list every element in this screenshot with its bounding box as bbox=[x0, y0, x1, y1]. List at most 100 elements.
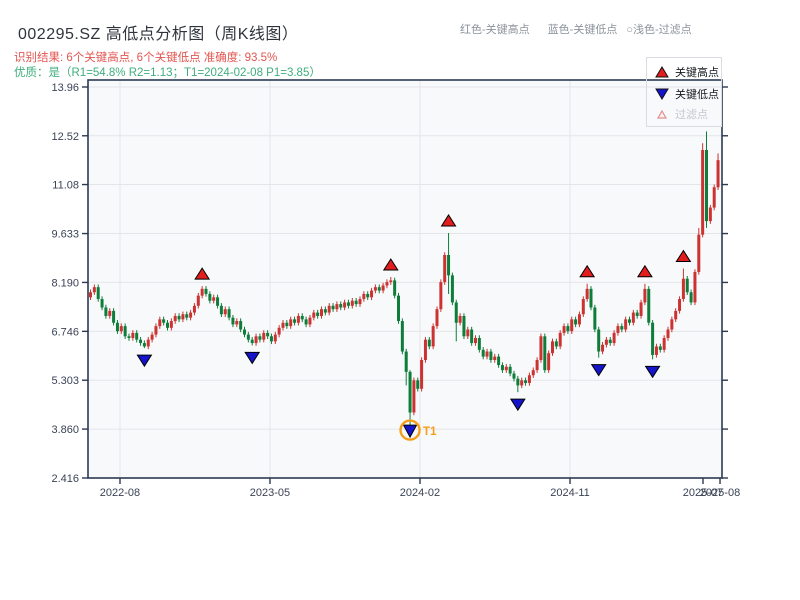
y-tick-label: 9.633 bbox=[51, 229, 79, 241]
candle-up bbox=[431, 326, 435, 347]
y-tick-label: 6.746 bbox=[51, 326, 79, 338]
candle-down bbox=[219, 305, 223, 315]
candle-up bbox=[273, 334, 277, 342]
candle-up bbox=[601, 344, 605, 352]
hint-key-low: 蓝色-关键低点 bbox=[547, 24, 618, 36]
candle-down bbox=[285, 322, 289, 327]
candle-up bbox=[412, 380, 416, 413]
candle-up bbox=[577, 314, 581, 325]
candle-down bbox=[427, 339, 431, 347]
x-tick-label: 2023-05 bbox=[250, 487, 290, 499]
candle-down bbox=[628, 319, 631, 323]
x-tick-label: 2025-07 bbox=[683, 487, 723, 499]
candle-up bbox=[547, 353, 551, 371]
candle-down bbox=[477, 337, 481, 350]
candle-up bbox=[535, 359, 539, 371]
candle-down bbox=[300, 315, 304, 320]
legend-label: 过滤点 bbox=[675, 109, 708, 121]
quality-result-text: 优质：是（R1=54.8% R2=1.13；T1=2024-02-08 P1=3… bbox=[14, 67, 321, 79]
key-high-triangle-icon bbox=[655, 66, 669, 78]
candle-up bbox=[131, 332, 135, 338]
candle-up bbox=[350, 300, 354, 306]
y-tick-label: 12.52 bbox=[51, 131, 79, 143]
candle-down bbox=[269, 336, 273, 342]
candle-up bbox=[181, 314, 185, 320]
candle-up bbox=[308, 317, 312, 325]
candle-up bbox=[539, 336, 543, 360]
candle-up bbox=[531, 370, 535, 376]
candle-up bbox=[458, 315, 462, 323]
candle-up bbox=[373, 287, 377, 291]
candle-up bbox=[474, 337, 477, 344]
candle-up bbox=[189, 312, 193, 318]
candle-up bbox=[708, 207, 712, 222]
candle-down bbox=[489, 351, 493, 360]
candle-down bbox=[227, 309, 231, 318]
candle-down bbox=[597, 329, 601, 352]
candle-down bbox=[293, 319, 297, 323]
candle-down bbox=[608, 339, 612, 344]
t1-circle bbox=[399, 419, 421, 441]
candle-up bbox=[154, 326, 158, 335]
candle-up bbox=[92, 287, 96, 293]
candle-up bbox=[443, 254, 447, 283]
key-low-marker bbox=[590, 364, 607, 377]
candle-down bbox=[593, 307, 597, 330]
candle-down bbox=[481, 349, 485, 357]
candle-up bbox=[296, 315, 300, 323]
candle-up bbox=[701, 149, 705, 235]
candle-down bbox=[162, 319, 166, 323]
candle-down bbox=[554, 341, 558, 347]
candle-up bbox=[681, 278, 685, 300]
candle-down bbox=[115, 322, 119, 332]
candle-down bbox=[127, 336, 131, 338]
candle-up bbox=[158, 319, 162, 327]
candle-down bbox=[177, 315, 181, 320]
candle-up bbox=[89, 292, 92, 298]
candle-down bbox=[123, 326, 127, 337]
candle-down bbox=[500, 365, 504, 371]
candle-down bbox=[543, 336, 547, 371]
candle-down bbox=[450, 275, 454, 303]
candle-down bbox=[112, 310, 116, 323]
candle-up bbox=[527, 375, 531, 384]
y-tick-label: 11.08 bbox=[52, 180, 79, 192]
candle-down bbox=[104, 307, 108, 316]
candle-up bbox=[712, 187, 716, 208]
candle-down bbox=[323, 309, 327, 313]
x-tick-label: 2024-11 bbox=[550, 487, 590, 499]
key-low-triangle-icon bbox=[655, 88, 669, 100]
key-low-marker bbox=[244, 351, 261, 365]
candle-up bbox=[493, 356, 497, 360]
candle-up bbox=[200, 288, 204, 296]
candle-down bbox=[635, 312, 639, 316]
legend-label: 关键高点 bbox=[675, 67, 719, 79]
candle-down bbox=[346, 302, 350, 306]
candle-up bbox=[146, 339, 150, 347]
candle-up bbox=[654, 346, 658, 355]
candle-up bbox=[358, 299, 362, 305]
candle-up bbox=[212, 297, 216, 301]
candle-up bbox=[631, 312, 635, 323]
plot-border bbox=[87, 79, 723, 479]
candle-down bbox=[266, 332, 270, 337]
candle-up bbox=[485, 351, 489, 357]
candle-up bbox=[697, 234, 701, 272]
candle-down bbox=[516, 378, 520, 386]
candle-down bbox=[250, 339, 254, 344]
candle-up bbox=[562, 326, 566, 333]
key-high-marker bbox=[675, 249, 692, 263]
candle-up bbox=[254, 336, 258, 344]
candle-up bbox=[662, 337, 666, 350]
candle-down bbox=[339, 304, 343, 308]
chart-legend: 关键高点 关键低点 过滤点 bbox=[646, 57, 722, 127]
key-high-marker bbox=[579, 264, 596, 278]
legend-item-key-high: 关键高点 bbox=[655, 64, 719, 80]
candle-up bbox=[173, 315, 177, 322]
candle-down bbox=[512, 373, 516, 379]
candle-up bbox=[192, 305, 196, 313]
candle-down bbox=[231, 317, 235, 325]
candle-down bbox=[377, 287, 381, 291]
candle-up bbox=[119, 326, 123, 332]
